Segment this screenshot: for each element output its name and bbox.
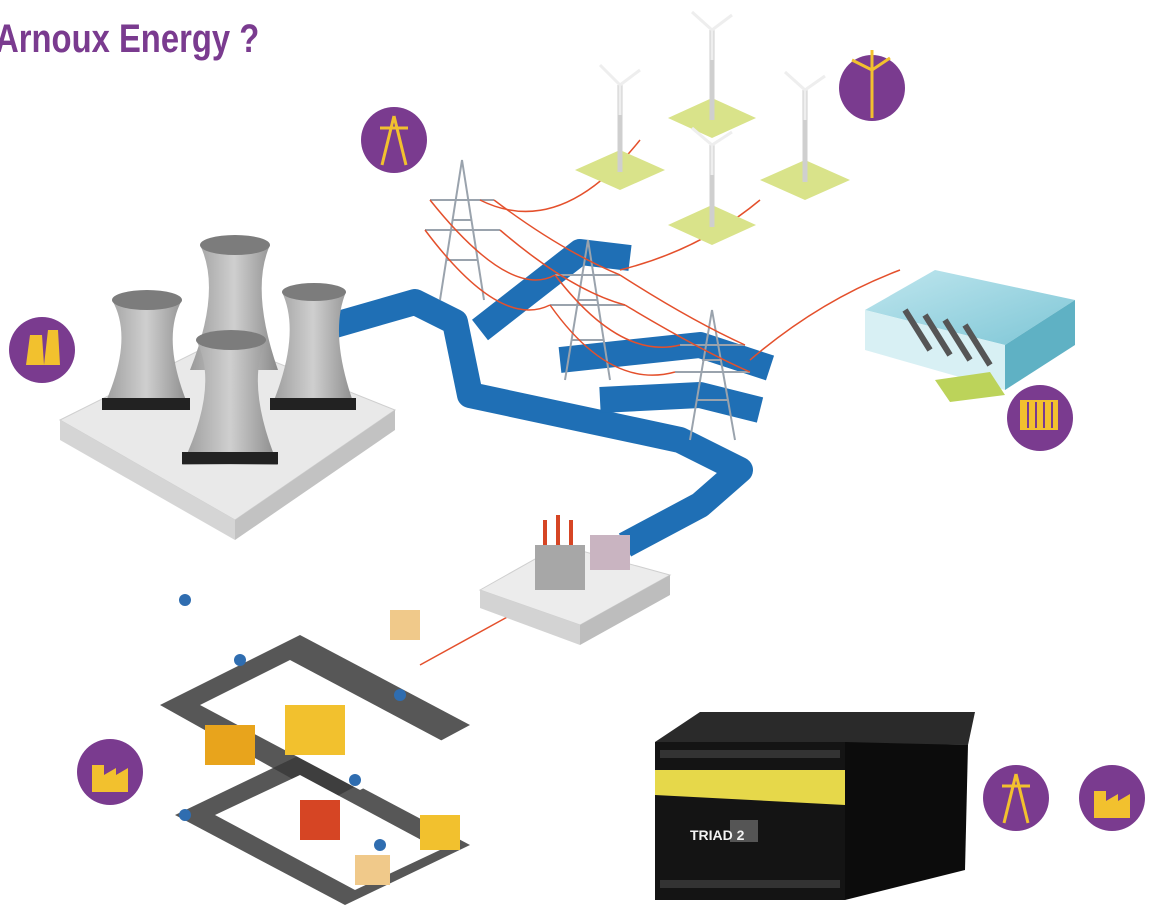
illustration: Arnoux Energy ? bbox=[0, 0, 1152, 917]
factory-icon bbox=[77, 739, 143, 805]
hydro-dam bbox=[865, 270, 1075, 402]
wind-icon bbox=[839, 50, 905, 121]
pylon-icon bbox=[983, 765, 1049, 831]
factory bbox=[160, 594, 470, 905]
triad-device: TRIAD 2 bbox=[655, 712, 975, 900]
pylon-icon bbox=[361, 107, 427, 173]
page: {"header": {"title": "Arnoux Energy ?"},… bbox=[0, 0, 1152, 917]
page-title: Arnoux Energy ? bbox=[0, 16, 259, 61]
nuclear-plant bbox=[60, 235, 395, 540]
power-ribbon bbox=[335, 252, 770, 545]
device-label: TRIAD 2 bbox=[690, 827, 745, 843]
nuclear-icon bbox=[9, 317, 75, 383]
wind-farm bbox=[575, 12, 850, 245]
dam-icon bbox=[1007, 385, 1073, 451]
factory-icon bbox=[1079, 765, 1145, 831]
